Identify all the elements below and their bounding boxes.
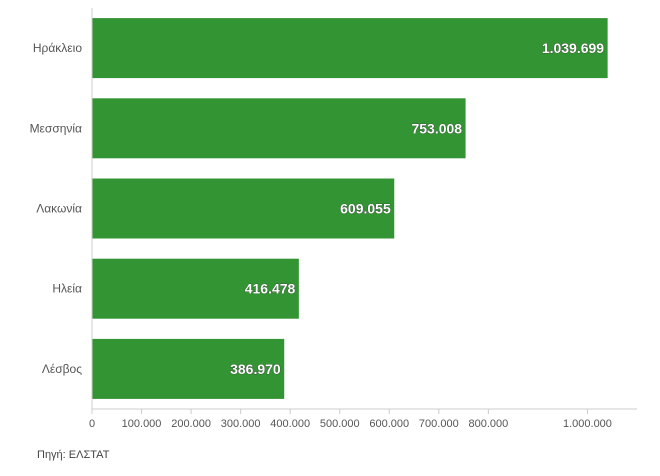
bar xyxy=(92,338,285,399)
x-tick-label: 800.000 xyxy=(468,418,508,430)
bar xyxy=(92,18,608,79)
x-tick-label: 600.000 xyxy=(369,418,409,430)
x-tick-label: 200.000 xyxy=(171,418,211,430)
category-label: Ηλεία xyxy=(52,282,82,296)
data-label: 386.970 xyxy=(230,361,281,377)
category-label: Λέσβος xyxy=(42,362,82,376)
x-tick-label: 100.000 xyxy=(122,418,162,430)
category-label: Ηράκλειο xyxy=(33,41,82,55)
x-tick-label: 400.000 xyxy=(270,418,310,430)
x-tick-label: 0 xyxy=(89,418,95,430)
data-label: 609.055 xyxy=(340,201,391,217)
bar xyxy=(92,258,299,319)
bar xyxy=(92,98,466,159)
data-label: 753.008 xyxy=(411,120,462,136)
bar xyxy=(92,178,395,239)
x-tick-label: 700.000 xyxy=(419,418,459,430)
data-label: 416.478 xyxy=(245,281,296,297)
category-label: Μεσσηνία xyxy=(30,121,82,135)
source-note: Πηγή: ΕΛΣΤΑΤ xyxy=(37,449,110,461)
x-tick-label: 500.000 xyxy=(320,418,360,430)
x-tick-label: 1.000.000 xyxy=(563,418,612,430)
category-label: Λακωνία xyxy=(36,202,82,216)
data-label: 1.039.699 xyxy=(542,40,604,56)
x-tick-label: 300.000 xyxy=(221,418,261,430)
